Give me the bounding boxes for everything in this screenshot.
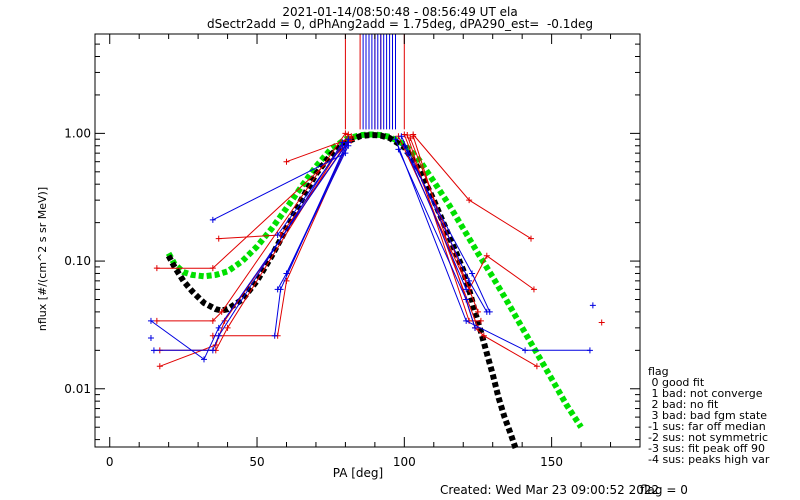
legend-entry: -1 sus: far off median bbox=[648, 420, 766, 433]
red-data-point bbox=[533, 363, 540, 370]
blue-data-point bbox=[274, 286, 281, 293]
red-data-point bbox=[153, 317, 160, 324]
legend-entry: -2 sus: not symmetric bbox=[648, 431, 768, 444]
red-data-point bbox=[474, 308, 481, 315]
blue-series-line bbox=[395, 139, 590, 351]
blue-data-point bbox=[147, 334, 154, 341]
red-data-point bbox=[218, 308, 225, 315]
x-axis-label: PA [deg] bbox=[333, 466, 383, 480]
blue-data-point bbox=[209, 347, 216, 354]
x-tick-label: 50 bbox=[249, 455, 264, 469]
red-series-line bbox=[159, 135, 352, 367]
red-data-point bbox=[342, 130, 349, 137]
red-series-line bbox=[409, 137, 479, 313]
blue-data-point bbox=[339, 142, 346, 149]
legend-entry: 1 bad: not converge bbox=[648, 387, 763, 400]
flag-value: flag = 0 bbox=[640, 483, 688, 497]
blue-series-line bbox=[153, 142, 343, 351]
legend-entry: 3 bad: bad fgm state bbox=[648, 409, 768, 422]
blue-data-point bbox=[589, 302, 596, 309]
red-data-point bbox=[477, 317, 484, 324]
blue-data-point bbox=[586, 347, 593, 354]
red-series-line bbox=[412, 136, 538, 367]
y-axis-label: nflux [#/(cm^2 s sr MeV)] bbox=[36, 187, 49, 331]
blue-data-point bbox=[463, 317, 470, 324]
blue-data-point bbox=[215, 324, 222, 331]
blue-data-point bbox=[150, 347, 157, 354]
blue-data-point bbox=[463, 296, 470, 303]
red-series-line bbox=[212, 142, 349, 337]
red-data-point bbox=[404, 132, 411, 139]
blue-data-point bbox=[522, 347, 529, 354]
red-data-point bbox=[407, 134, 414, 141]
blue-series-line bbox=[212, 152, 346, 221]
blue-data-point bbox=[147, 317, 154, 324]
red-data-point bbox=[153, 265, 160, 272]
blue-data-point bbox=[404, 150, 411, 157]
blue-data-point bbox=[283, 270, 290, 277]
red-series-line bbox=[156, 133, 346, 322]
flag-legend: flag 0 good fit 1 bad: not converge 2 ba… bbox=[648, 366, 769, 465]
y-tick-label: 1.00 bbox=[64, 126, 91, 140]
red-data-point bbox=[598, 319, 605, 326]
blue-data-point bbox=[472, 324, 479, 331]
blue-data-point bbox=[401, 142, 408, 149]
red-series-line bbox=[286, 138, 349, 163]
red-data-point bbox=[224, 324, 231, 331]
red-data-point bbox=[156, 363, 163, 370]
blue-data-point bbox=[271, 332, 278, 339]
plot-frame bbox=[94, 33, 641, 448]
red-data-point bbox=[480, 332, 487, 339]
blue-data-point bbox=[201, 356, 207, 363]
x-tick-label: 100 bbox=[393, 455, 416, 469]
blue-series-line bbox=[286, 145, 349, 274]
red-data-point bbox=[283, 158, 290, 165]
red-data-point bbox=[209, 317, 216, 324]
y-tick-label: 0.10 bbox=[64, 254, 91, 268]
legend-title: flag bbox=[648, 365, 669, 378]
red-data-point bbox=[209, 265, 216, 272]
legend-entry: 0 good fit bbox=[648, 376, 705, 389]
chart-title: 2021-01-14/08:50:48 - 08:56:49 UT ela bbox=[282, 5, 518, 19]
red-data-point bbox=[530, 286, 537, 293]
y-tick-label: 0.01 bbox=[64, 382, 91, 396]
blue-data-point bbox=[392, 136, 399, 143]
blue-data-point bbox=[463, 286, 470, 293]
blue-data-point bbox=[215, 332, 222, 339]
blue-data-point bbox=[486, 308, 493, 315]
green-model-curve bbox=[165, 131, 584, 429]
blue-data-point bbox=[469, 270, 476, 277]
x-tick-label: 0 bbox=[106, 455, 114, 469]
created-timestamp: Created: Wed Mar 23 09:00:52 2022 bbox=[440, 483, 660, 497]
red-data-point bbox=[215, 235, 222, 242]
blue-data-point bbox=[398, 133, 405, 140]
red-data-point bbox=[483, 252, 490, 259]
red-data-point bbox=[466, 197, 473, 204]
blue-data-point bbox=[466, 277, 473, 284]
blue-data-point bbox=[345, 142, 352, 149]
blue-data-point bbox=[209, 216, 216, 223]
blue-data-point bbox=[274, 232, 281, 239]
legend-entry: -4 sus: peaks high var bbox=[648, 453, 770, 466]
red-series-line bbox=[412, 134, 532, 240]
x-tick-label: 150 bbox=[540, 455, 563, 469]
chart-subtitle: dSectr2add = 0, dPhAng2add = 1.75deg, dP… bbox=[206, 17, 594, 31]
red-data-point bbox=[410, 131, 417, 138]
blue-data-point bbox=[395, 146, 402, 153]
legend-entry: -3 sus: fit peak off 90 bbox=[648, 442, 765, 455]
legend-entry: 2 bad: no fit bbox=[648, 398, 719, 411]
blue-series-line bbox=[403, 145, 467, 290]
red-data-point bbox=[528, 235, 534, 242]
